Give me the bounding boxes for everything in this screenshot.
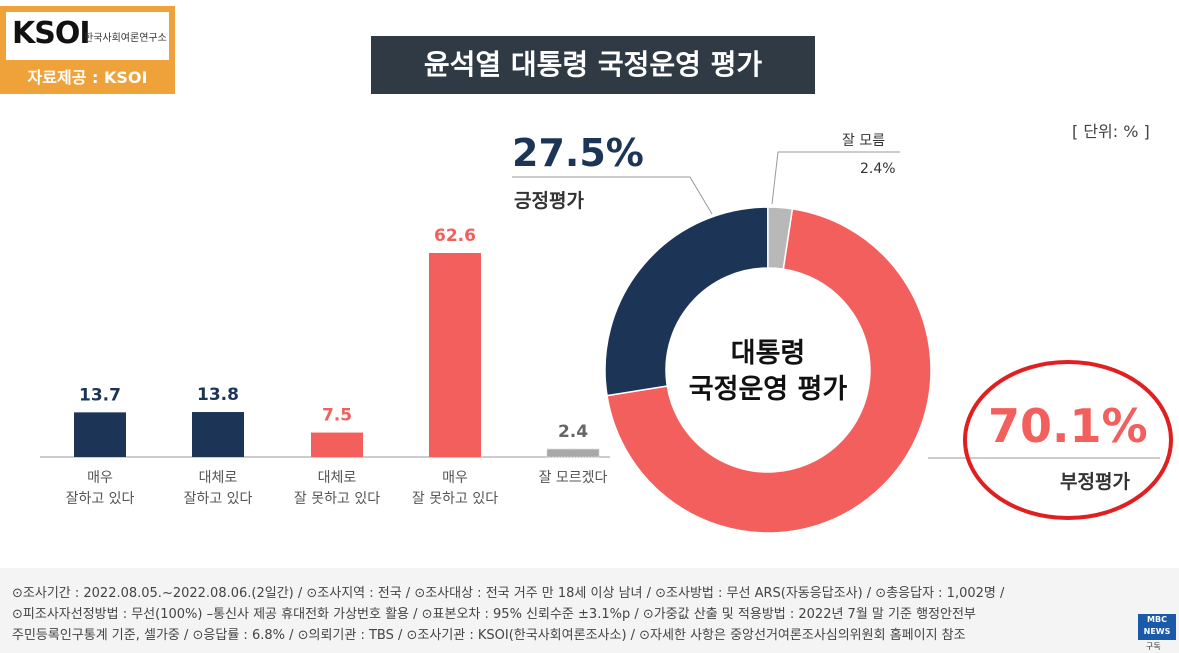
bar-category-label: 잘하고 있다: [66, 491, 135, 507]
bar-category-label: 잘 모르겠다: [539, 470, 608, 486]
positive-leader-line: [512, 176, 713, 215]
unknown-leader-line: [771, 151, 900, 205]
bar-value-label: 7.5: [322, 406, 352, 426]
bar-category-label: 매우: [87, 470, 113, 486]
source-logo-box: KSOI 한국사회여론연구소 자료제공 : KSOI: [0, 6, 175, 94]
ksoi-logo: KSOI 한국사회여론연구소: [6, 12, 169, 60]
logo-subtitle: 한국사회여론연구소: [84, 33, 167, 44]
subscribe-label[interactable]: 구독: [1146, 642, 1161, 651]
unknown-label: 잘 모름: [842, 133, 885, 149]
unit-label: [ 단위: % ]: [1072, 122, 1150, 141]
bar: [192, 412, 244, 457]
positive-percent: 27.5%: [512, 131, 644, 175]
bar-category-label: 대체로: [318, 470, 357, 486]
bar-value-label: 62.6: [434, 226, 476, 246]
logo-wordmark: KSOI: [12, 16, 91, 51]
positive-label: 긍정평가: [514, 190, 584, 212]
bar-category-label: 잘 못하고 있다: [412, 491, 498, 507]
bar: [546, 448, 600, 458]
bar-category-label: 매우: [442, 470, 468, 486]
survey-footnote: ⊙조사기간 : 2022.08.05.~2022.08.06.(2일간) / ⊙…: [0, 568, 1179, 653]
unknown-percent: 2.4%: [860, 161, 896, 177]
bar-category-label: 잘 못하고 있다: [294, 491, 380, 507]
footnote-line: ⊙조사기간 : 2022.08.05.~2022.08.06.(2일간) / ⊙…: [12, 586, 1005, 601]
bar-value-label: 2.4: [558, 422, 588, 442]
donut-annotations: 27.5% 긍정평가 잘 모름 2.4% 70.1% 부정평가: [512, 131, 1173, 520]
bar: [74, 412, 126, 457]
donut-center-label: 국정운영 평가: [689, 374, 848, 405]
bar: [429, 253, 481, 457]
negative-percent: 70.1%: [988, 399, 1148, 453]
chart-title: 윤석열 대통령 국정운영 평가: [371, 36, 815, 94]
source-credit: 자료제공 : KSOI: [27, 68, 148, 87]
mbc-news-badge[interactable]: MBC NEWS: [1138, 614, 1176, 640]
footnote-line: 주민등록인구통계 기준, 셀가중 / ⊙응답률 : 6.8% / ⊙의뢰기관 :…: [12, 628, 966, 643]
bar-value-label: 13.7: [79, 385, 121, 405]
bar-category-label: 잘하고 있다: [184, 491, 253, 507]
donut-center-label: 대통령: [731, 338, 806, 369]
highlight-circle: [963, 360, 1173, 520]
donut-slice: [604, 206, 769, 397]
mbc-badge-text: MBC NEWS: [1143, 615, 1171, 636]
donut-slice: [606, 207, 932, 534]
footnote-line: ⊙피조사자선정방법 : 무선(100%) –통신사 제공 휴대전화 가상번호 활…: [12, 607, 976, 622]
bar-category-label: 대체로: [199, 470, 238, 486]
bar: [311, 432, 363, 457]
negative-label: 부정평가: [1060, 471, 1130, 493]
bar-value-label: 13.8: [197, 385, 239, 405]
donut-slice: [767, 206, 794, 271]
